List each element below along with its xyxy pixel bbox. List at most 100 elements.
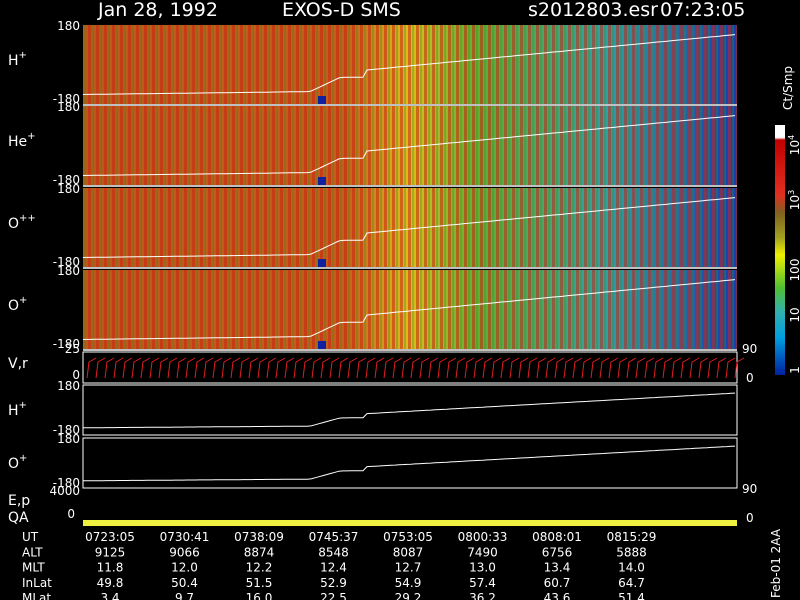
velocity-trace (383, 357, 394, 379)
velocity-trace (590, 357, 601, 379)
trace-line (83, 445, 736, 482)
spike (318, 177, 326, 185)
velocity-trace (608, 357, 619, 379)
velocity-trace (446, 357, 457, 379)
velocity-trace (653, 357, 664, 379)
velocity-trace (113, 357, 124, 379)
panel-label: O+ (8, 453, 27, 472)
right-tick-label: 90 (742, 482, 757, 496)
row-value: 51.5 (246, 576, 273, 590)
colorbar-sup: 4 (787, 135, 796, 140)
velocity-trace (284, 357, 295, 379)
row-value: 54.9 (395, 576, 422, 590)
velocity-trace (230, 357, 241, 379)
file: s2012803.esr (528, 0, 658, 21)
row-value: 57.4 (469, 576, 496, 590)
velocity-trace (482, 357, 493, 379)
y-tick-label: 4000 (49, 484, 80, 498)
row-value: 16.0 (246, 591, 273, 600)
row-value: 52.9 (320, 576, 347, 590)
row-value: 0730:41 (160, 530, 210, 544)
panel-label: He+ (8, 131, 36, 150)
velocity-trace (536, 357, 547, 379)
panel-label: H+ (8, 50, 27, 69)
panel-label: O+ (8, 295, 27, 314)
velocity-trace (239, 357, 250, 379)
row-value: 0800:33 (458, 530, 508, 544)
velocity-trace (626, 357, 637, 379)
panel-label: E,p (8, 493, 30, 509)
velocity-trace (707, 357, 718, 379)
panel-label: H+ (8, 400, 27, 419)
colorbar-label: 1 (788, 366, 800, 374)
row-value: 0808:01 (532, 530, 582, 544)
velocity-trace (689, 357, 700, 379)
date: Jan 28, 1992 (97, 0, 218, 21)
label-sup: + (19, 50, 27, 61)
row-value: 8874 (244, 545, 275, 559)
velocity-trace (149, 357, 160, 379)
velocity-trace (644, 357, 655, 379)
velocity-trace (122, 357, 133, 379)
velocity-trace (545, 357, 556, 379)
spectrogram-stripes (83, 188, 737, 267)
label-sup: + (19, 453, 27, 464)
label-base: O (8, 298, 19, 314)
row-value: 22.5 (320, 591, 347, 600)
y-tick-label: 180 (57, 19, 80, 33)
velocity-trace (302, 357, 313, 379)
label-base: O (8, 456, 19, 472)
velocity-trace (104, 357, 115, 379)
velocity-trace (671, 357, 682, 379)
y-tick-label: 180 (57, 379, 80, 393)
spike (318, 259, 326, 267)
row-value: 8548 (318, 545, 349, 559)
row-value: 3.4 (100, 591, 119, 600)
y-tick-label: -180 (53, 476, 80, 490)
colorbar-label: 104 (787, 135, 800, 155)
row-name: UT (22, 530, 39, 544)
footer: Feb-01 2AA (769, 528, 783, 598)
row-value: 0738:09 (234, 530, 284, 544)
velocity-trace (473, 357, 484, 379)
trace-line (82, 34, 736, 95)
row-value: 64.7 (618, 576, 645, 590)
colorbar-base: 10 (788, 307, 800, 322)
label-base: H (8, 403, 19, 419)
velocity-trace (599, 357, 610, 379)
velocity-trace (716, 357, 727, 379)
y-tick-label: 25 (65, 342, 80, 356)
trace-line (82, 279, 736, 340)
velocity-trace (320, 357, 331, 379)
panel-label: QA (8, 510, 29, 526)
label-base: O (8, 216, 19, 232)
label-sup: + (19, 400, 27, 411)
velocity-trace (329, 357, 340, 379)
velocity-trace (680, 357, 691, 379)
velocity-trace (662, 357, 673, 379)
line-frame (82, 437, 738, 489)
colorbar-unit: Ct/Smp (781, 66, 795, 110)
colorbar-base: 10 (788, 195, 800, 210)
right-tick-label: 0 (746, 511, 754, 525)
velocity-trace (203, 357, 214, 379)
velocity-trace (194, 357, 205, 379)
velocity-trace (428, 357, 439, 379)
velocity-trace (131, 357, 142, 379)
velocity-trace (374, 357, 385, 379)
row-name: MLat (22, 591, 51, 600)
spike (318, 96, 326, 104)
row-value: 50.4 (171, 576, 198, 590)
velocity-trace (365, 357, 376, 379)
velocity-trace (392, 357, 403, 379)
velocity-trace (275, 357, 286, 379)
row-value: 6756 (542, 545, 573, 559)
velocity-trace (185, 357, 196, 379)
velocity-trace (581, 357, 592, 379)
row-value: 9066 (169, 545, 200, 559)
colorbar (775, 125, 785, 375)
row-value: 29.2 (395, 591, 422, 600)
velocity-trace (158, 357, 169, 379)
velocity-trace (293, 357, 304, 379)
label-base: H (8, 53, 19, 69)
